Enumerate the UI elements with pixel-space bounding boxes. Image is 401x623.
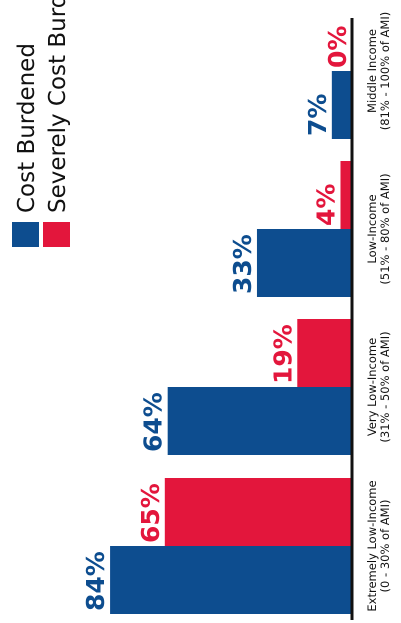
category-labels-group: Extremely Low-Income (0 - 30% of AMI) Very…: [365, 12, 392, 612]
bar-cost-burdened-4: [331, 71, 352, 139]
legend-label-severely-cost-burdened: Severely Cost Burdened: [45, 0, 71, 213]
category-label-1-line-1: Extremely Low-Income: [365, 480, 379, 611]
bar-severely-cost-burdened-3: [340, 161, 352, 229]
data-label-severely-cost-burdened-3: 4%: [311, 184, 340, 226]
bars-group: [110, 71, 352, 614]
data-label-severely-cost-burdened-4: 0%: [323, 26, 352, 68]
data-label-cost-burdened-1: 84%: [81, 551, 110, 611]
data-label-cost-burdened-3: 33%: [228, 234, 257, 294]
data-label-severely-cost-burdened-2: 19%: [268, 324, 297, 384]
category-label-4-line-2: (81% - 100% of AMI): [378, 12, 392, 130]
bar-severely-cost-burdened-2: [297, 319, 352, 387]
bar-cost-burdened-2: [167, 387, 352, 455]
data-labels-group: 65% 84% 19% 64% 4% 33% 0% 7%: [81, 26, 352, 611]
category-label-1-line-2: (0 - 30% of AMI): [378, 500, 392, 593]
legend-swatch-severely-cost-burdened: [43, 222, 70, 247]
data-label-cost-burdened-2: 64%: [139, 392, 168, 452]
data-label-cost-burdened-4: 7%: [303, 94, 332, 136]
legend: Cost Burdened Severely Cost Burdened: [12, 0, 71, 247]
category-label-3-line-1: Low-Income: [365, 194, 379, 263]
category-label-2-line-2: (31% - 50% of AMI): [378, 331, 392, 442]
bar-cost-burdened-3: [256, 229, 352, 297]
legend-swatch-cost-burdened: [12, 222, 39, 247]
bar-severely-cost-burdened-1: [164, 478, 352, 546]
legend-label-cost-burdened: Cost Burdened: [14, 43, 40, 213]
bar-cost-burdened-1: [110, 546, 352, 614]
category-label-2-line-1: Very Low-Income: [365, 338, 379, 436]
data-label-severely-cost-burdened-1: 65%: [136, 483, 165, 543]
category-label-3-line-2: (51% - 80% of AMI): [378, 173, 392, 284]
category-label-4-line-1: Middle Income: [365, 29, 379, 113]
